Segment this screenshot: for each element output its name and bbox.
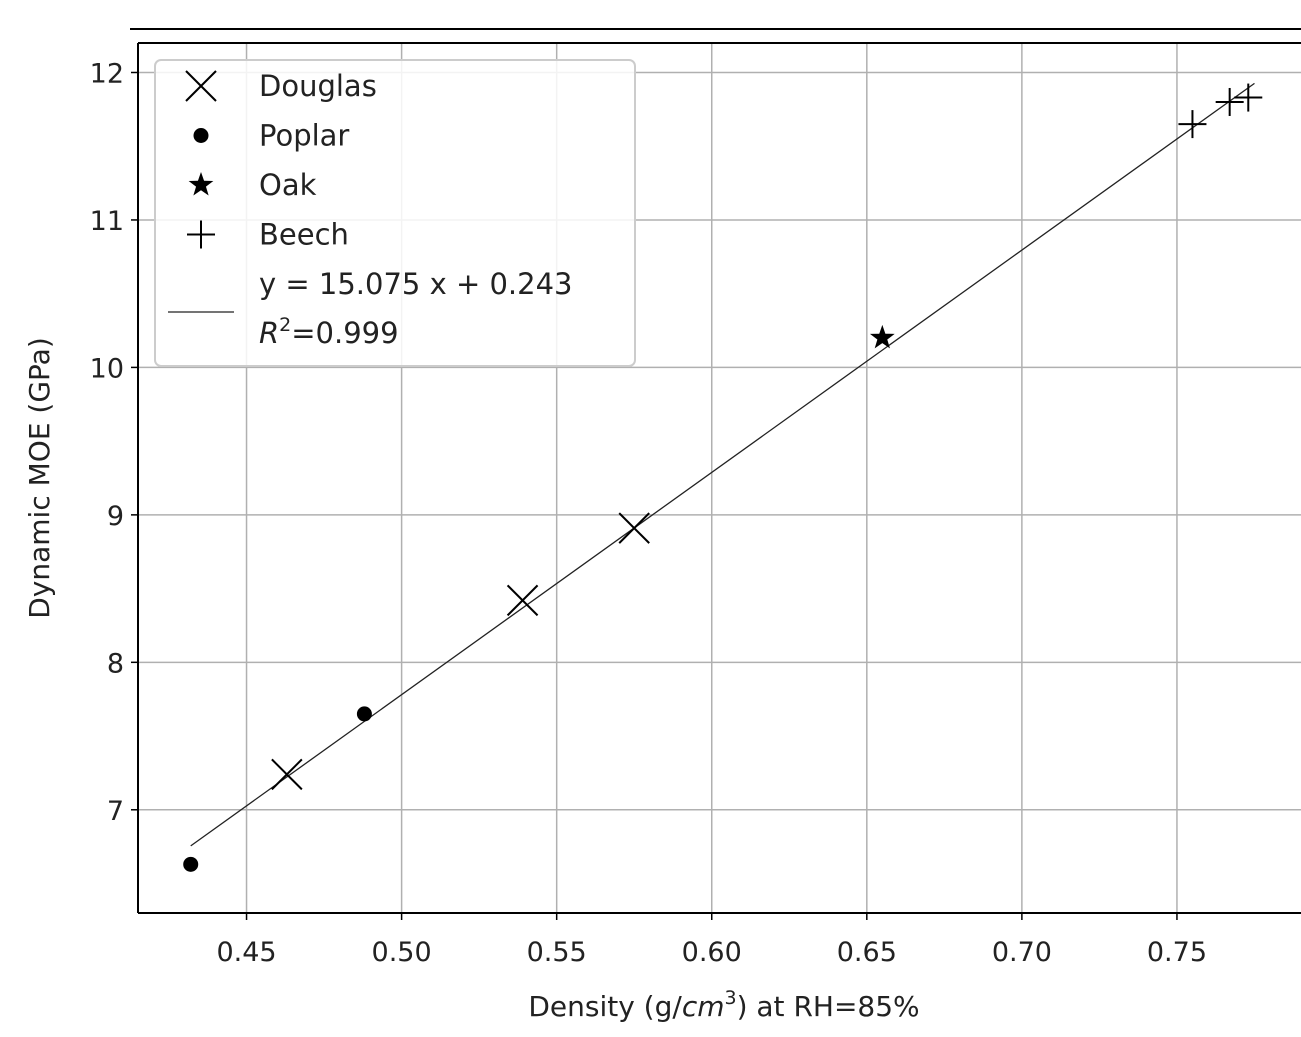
legend-marker-beech — [187, 220, 215, 249]
data-point-beech — [1215, 87, 1244, 116]
legend-label-beech: Beech — [259, 218, 349, 252]
data-point-douglas — [271, 758, 303, 791]
x-tick-label: 0.75 — [1147, 937, 1207, 968]
marker-stroke — [506, 584, 539, 617]
x-tick-label: 0.50 — [372, 937, 432, 968]
y-tick-label: 10 — [90, 353, 124, 384]
x-tick-label: 0.70 — [992, 937, 1052, 968]
legend-marker-poplar — [193, 128, 209, 143]
marker-stroke — [618, 512, 650, 544]
legend-entries: Douglas Poplar Oak Beech — [185, 69, 377, 252]
data-points — [183, 83, 1263, 872]
y-tick-label: 8 — [107, 648, 124, 679]
data-point-beech — [1178, 110, 1207, 139]
data-point-douglas — [618, 512, 650, 544]
y-tick-label: 12 — [90, 58, 124, 89]
y-tick-label: 7 — [107, 796, 124, 827]
data-point-oak — [869, 324, 895, 349]
x-axis-ticks: 0.45 0.50 0.55 0.60 0.65 0.70 0.75 — [216, 913, 1207, 968]
y-tick-label: 11 — [90, 206, 124, 237]
marker-stroke — [185, 70, 217, 102]
legend-marker-douglas — [185, 70, 217, 102]
data-point-beech — [1234, 83, 1263, 112]
x-tick-label: 0.45 — [216, 937, 276, 968]
axes-frame — [137, 42, 1301, 914]
x-tick-label: 0.60 — [682, 937, 742, 968]
x-tick-label: 0.65 — [837, 937, 897, 968]
data-point-poplar — [356, 706, 372, 722]
legend-box — [154, 59, 636, 367]
x-axis-label: Density (g/cm3) at RH=85% — [528, 987, 919, 1023]
y-axis-ticks: 7 8 9 10 11 12 — [90, 58, 138, 827]
data-point-poplar — [183, 856, 199, 872]
legend-label-poplar: Poplar — [259, 119, 349, 153]
legend-label-oak: Oak — [259, 168, 317, 202]
legend-fit-r2: R2=0.999 — [259, 314, 399, 350]
y-axis-label: Dynamic MOE (GPa) — [23, 337, 56, 619]
legend-fit-equation: y = 15.075 x + 0.243 — [259, 267, 573, 301]
data-point-douglas — [506, 584, 539, 617]
legend-marker-oak — [188, 172, 214, 196]
legend: Douglas Poplar Oak Beech y = 15.075 x + 0.2… — [154, 59, 636, 367]
y-tick-label: 9 — [107, 501, 124, 532]
x-tick-label: 0.55 — [527, 937, 587, 968]
marker-stroke — [271, 758, 303, 791]
legend-label-douglas: Douglas — [259, 69, 377, 103]
